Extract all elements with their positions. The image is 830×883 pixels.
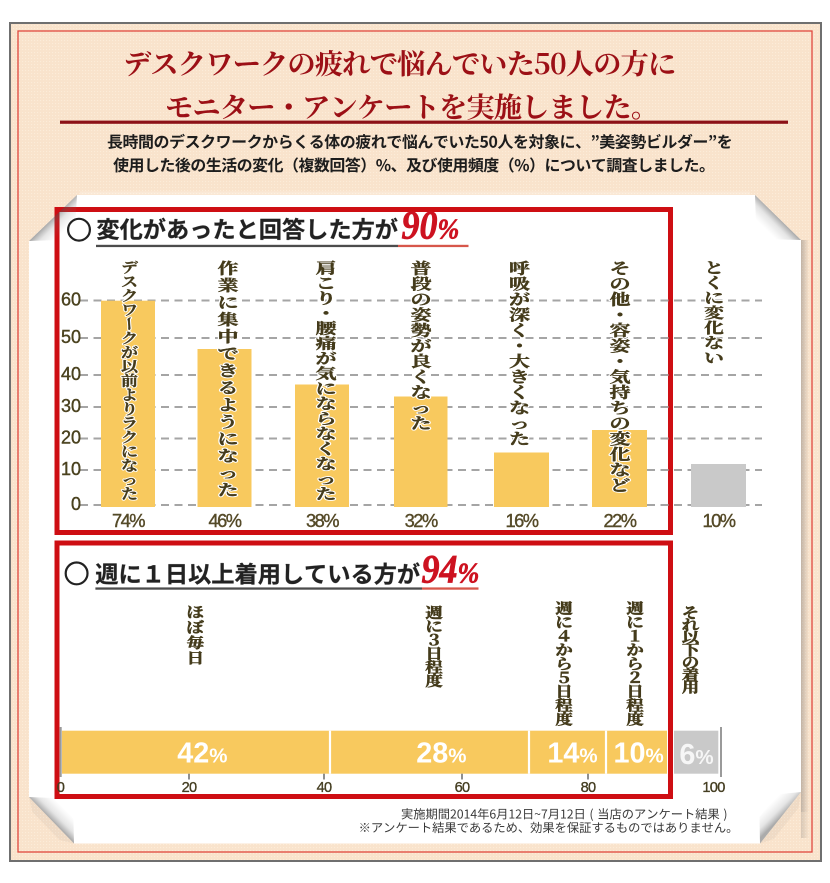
svg-text:60: 60 bbox=[61, 289, 81, 309]
svg-text:50: 50 bbox=[61, 327, 81, 347]
svg-text:22%: 22% bbox=[603, 510, 636, 531]
svg-text:20: 20 bbox=[182, 780, 197, 796]
svg-text:32%: 32% bbox=[405, 510, 438, 531]
svg-text:20: 20 bbox=[61, 427, 81, 447]
svg-text:40: 40 bbox=[317, 780, 332, 796]
svg-text:40: 40 bbox=[61, 364, 81, 384]
svg-text:60: 60 bbox=[455, 780, 470, 796]
svg-text:16%: 16% bbox=[505, 510, 538, 531]
svg-text:10%: 10% bbox=[702, 510, 735, 531]
svg-text:0: 0 bbox=[57, 780, 65, 796]
svg-text:46%: 46% bbox=[208, 510, 241, 531]
svg-text:30: 30 bbox=[61, 396, 81, 416]
svg-text:38%: 38% bbox=[306, 510, 339, 531]
svg-text:80: 80 bbox=[581, 780, 596, 796]
svg-text:10: 10 bbox=[61, 459, 81, 479]
svg-text:100: 100 bbox=[702, 780, 725, 796]
svg-text:0: 0 bbox=[71, 494, 81, 514]
svg-text:74%: 74% bbox=[112, 510, 145, 531]
